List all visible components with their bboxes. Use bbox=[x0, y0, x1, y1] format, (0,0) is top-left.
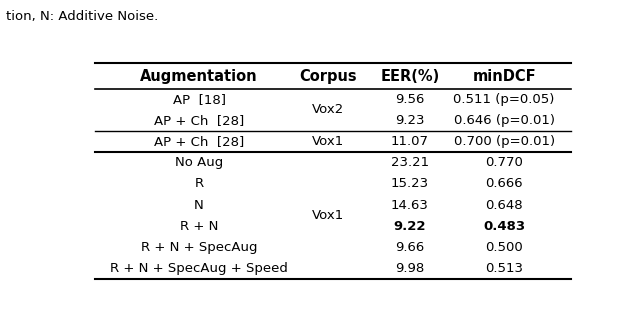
Text: 23.21: 23.21 bbox=[391, 156, 429, 169]
Text: AP + Ch  [28]: AP + Ch [28] bbox=[154, 114, 244, 127]
Text: 0.513: 0.513 bbox=[485, 262, 523, 275]
Text: 0.700 (p=0.01): 0.700 (p=0.01) bbox=[454, 135, 555, 148]
Text: Vox1: Vox1 bbox=[312, 209, 344, 222]
Text: Augmentation: Augmentation bbox=[140, 69, 258, 84]
Text: Corpus: Corpus bbox=[299, 69, 357, 84]
Text: R: R bbox=[195, 177, 204, 190]
Text: AP + Ch  [28]: AP + Ch [28] bbox=[154, 135, 244, 148]
Text: Vox1: Vox1 bbox=[312, 135, 344, 148]
Text: R + N: R + N bbox=[180, 220, 218, 233]
Text: No Aug: No Aug bbox=[175, 156, 223, 169]
Text: 0.511 (p=0.05): 0.511 (p=0.05) bbox=[453, 93, 555, 106]
Text: 0.648: 0.648 bbox=[485, 199, 523, 211]
Text: minDCF: minDCF bbox=[472, 69, 536, 84]
Text: 11.07: 11.07 bbox=[391, 135, 429, 148]
Text: 9.22: 9.22 bbox=[394, 220, 426, 233]
Text: 9.66: 9.66 bbox=[396, 241, 424, 254]
Text: EER(%): EER(%) bbox=[380, 69, 440, 84]
Text: Vox2: Vox2 bbox=[312, 103, 344, 116]
Text: 9.23: 9.23 bbox=[395, 114, 424, 127]
Text: 0.483: 0.483 bbox=[483, 220, 525, 233]
Text: 0.666: 0.666 bbox=[485, 177, 523, 190]
Text: 0.770: 0.770 bbox=[485, 156, 523, 169]
Text: R + N + SpecAug + Speed: R + N + SpecAug + Speed bbox=[110, 262, 288, 275]
Text: 14.63: 14.63 bbox=[391, 199, 429, 211]
Text: 9.56: 9.56 bbox=[395, 93, 424, 106]
Text: N: N bbox=[194, 199, 204, 211]
Text: 0.646 (p=0.01): 0.646 (p=0.01) bbox=[454, 114, 555, 127]
Text: 9.98: 9.98 bbox=[396, 262, 424, 275]
Text: 0.500: 0.500 bbox=[485, 241, 523, 254]
Text: tion, N: Additive Noise.: tion, N: Additive Noise. bbox=[6, 10, 159, 23]
Text: AP  [18]: AP [18] bbox=[173, 93, 225, 106]
Text: 15.23: 15.23 bbox=[391, 177, 429, 190]
Text: R + N + SpecAug: R + N + SpecAug bbox=[141, 241, 257, 254]
